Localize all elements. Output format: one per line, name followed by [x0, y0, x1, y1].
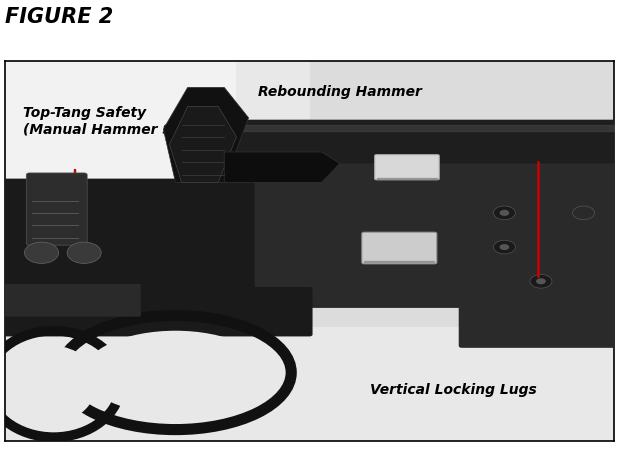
Text: Top-Tang Safety
(Manual Hammer Stop): Top-Tang Safety (Manual Hammer Stop): [24, 106, 205, 137]
FancyBboxPatch shape: [374, 155, 439, 180]
Circle shape: [24, 242, 59, 263]
FancyBboxPatch shape: [184, 120, 617, 173]
Circle shape: [573, 206, 595, 220]
FancyBboxPatch shape: [3, 284, 141, 317]
Circle shape: [536, 278, 546, 284]
Circle shape: [500, 210, 509, 216]
FancyBboxPatch shape: [26, 173, 87, 245]
Bar: [310, 61, 614, 327]
Ellipse shape: [84, 331, 267, 414]
FancyBboxPatch shape: [362, 232, 437, 264]
Text: Vertical Locking Lugs: Vertical Locking Lugs: [370, 383, 537, 397]
FancyBboxPatch shape: [2, 287, 313, 337]
Polygon shape: [170, 106, 236, 182]
Circle shape: [493, 240, 516, 254]
Circle shape: [493, 206, 516, 220]
Bar: [5, 61, 236, 232]
FancyBboxPatch shape: [459, 295, 617, 348]
Polygon shape: [224, 152, 340, 182]
Circle shape: [67, 242, 101, 263]
Polygon shape: [163, 87, 249, 182]
Circle shape: [530, 274, 552, 288]
Text: FIGURE 2: FIGURE 2: [5, 7, 113, 27]
Ellipse shape: [11, 346, 97, 422]
Circle shape: [500, 244, 509, 250]
FancyBboxPatch shape: [0, 179, 254, 300]
Text: Rebounding Hammer: Rebounding Hammer: [258, 86, 422, 99]
FancyBboxPatch shape: [218, 163, 619, 308]
